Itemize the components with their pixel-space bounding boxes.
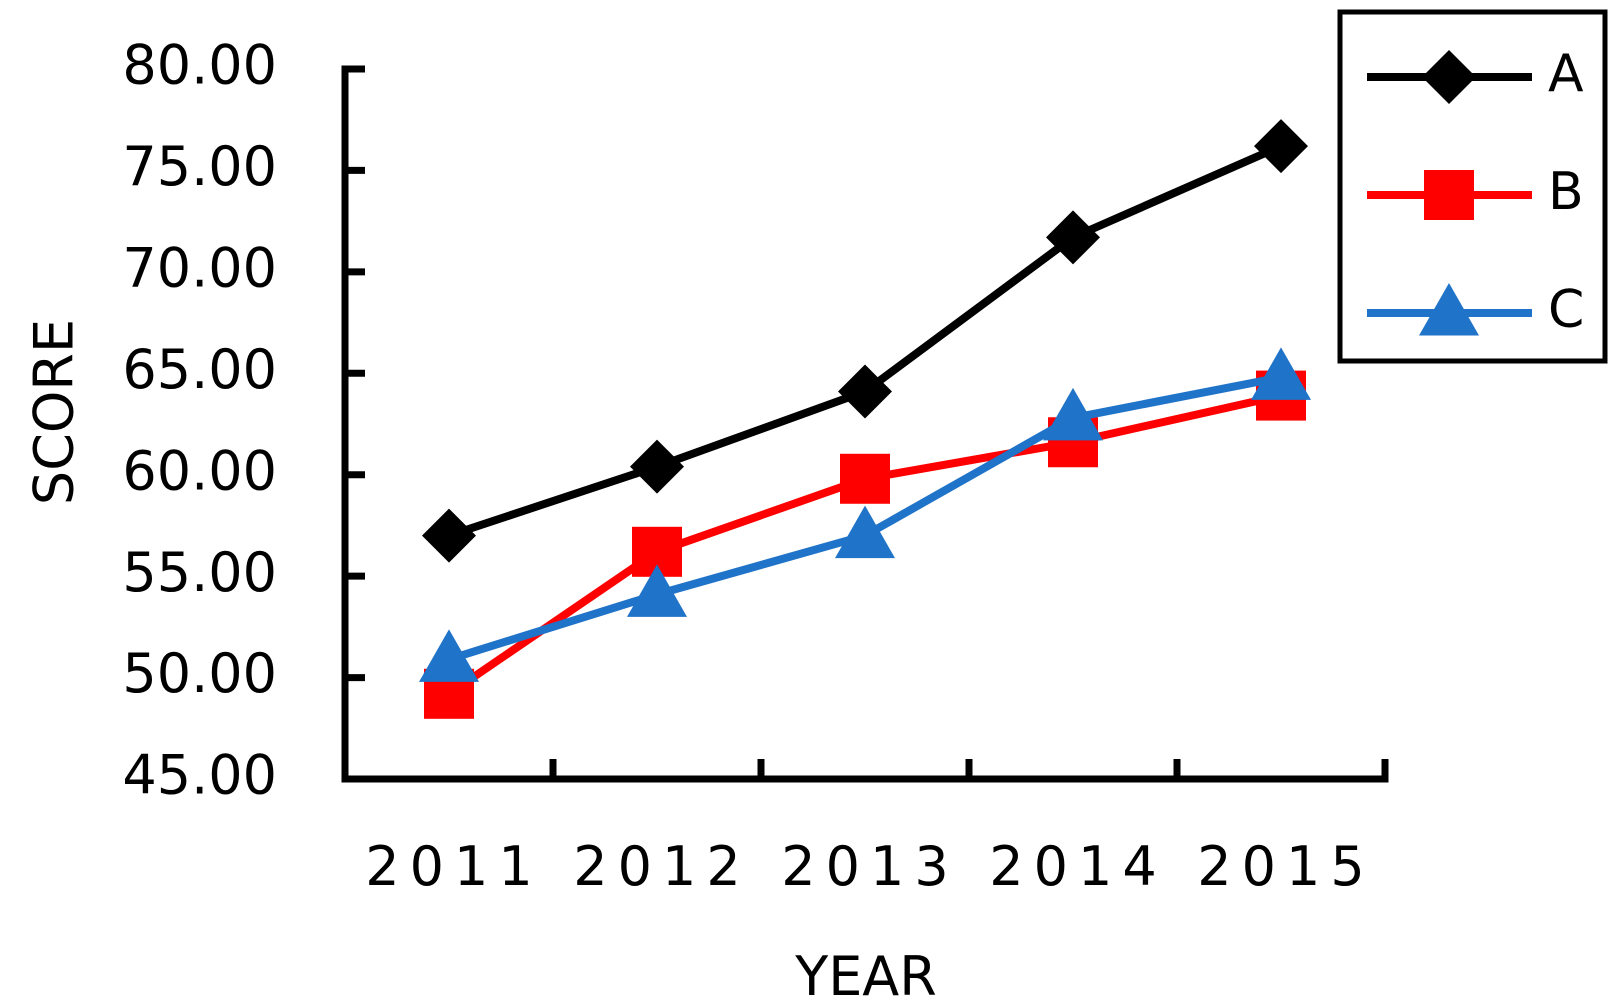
- y-axis-title: SCORE: [23, 319, 86, 505]
- y-axis-ticks: 45.00 50.00 55.00 60.00 65.00 70.00 75.00 80.00: [122, 34, 365, 807]
- x-tick-label: 2012: [573, 835, 750, 898]
- data-point-C: [627, 564, 687, 617]
- series-layer: [419, 119, 1311, 719]
- legend-label: B: [1548, 162, 1584, 222]
- data-point-A: [1046, 210, 1100, 265]
- x-tick-label: 2013: [781, 835, 958, 898]
- legend-marker: [1419, 283, 1479, 336]
- y-tick-label: 70.00: [122, 236, 277, 299]
- data-point-B: [840, 453, 890, 504]
- legend-entry-B: B: [1367, 162, 1584, 222]
- y-tick-label: 75.00: [122, 135, 277, 198]
- y-tick-label: 80.00: [122, 34, 277, 97]
- data-point-C: [1043, 387, 1103, 441]
- x-axis-ticks: 2011 2012 2013 2014 2015: [365, 759, 1389, 898]
- series-A: [422, 119, 1308, 563]
- y-tick-label: 65.00: [122, 338, 277, 401]
- y-tick-label: 45.00: [122, 744, 277, 807]
- data-point-C: [835, 505, 895, 559]
- legend: ABC: [1337, 9, 1608, 364]
- x-tick-label: 2014: [989, 835, 1166, 898]
- x-tick-label: 2011: [365, 835, 542, 898]
- data-point-A: [1254, 119, 1308, 174]
- series-C: [419, 347, 1311, 682]
- data-point-C: [419, 629, 479, 682]
- legend-label: C: [1548, 280, 1584, 340]
- legend-marker: [1424, 170, 1474, 220]
- y-tick-label: 55.00: [122, 541, 277, 604]
- data-point-A: [422, 508, 476, 563]
- legend-entry-C: C: [1367, 280, 1584, 340]
- legend-marker: [1422, 50, 1476, 104]
- x-axis-title: YEAR: [794, 945, 937, 1006]
- x-tick-label: 2015: [1197, 835, 1374, 898]
- data-point-A: [838, 364, 892, 419]
- y-tick-label: 60.00: [122, 439, 277, 502]
- legend-label: A: [1548, 44, 1584, 104]
- legend-entry-A: A: [1367, 44, 1584, 104]
- y-tick-label: 50.00: [122, 642, 277, 705]
- data-point-C: [1251, 347, 1311, 400]
- data-point-A: [630, 439, 684, 494]
- chart-axes: [341, 65, 1389, 783]
